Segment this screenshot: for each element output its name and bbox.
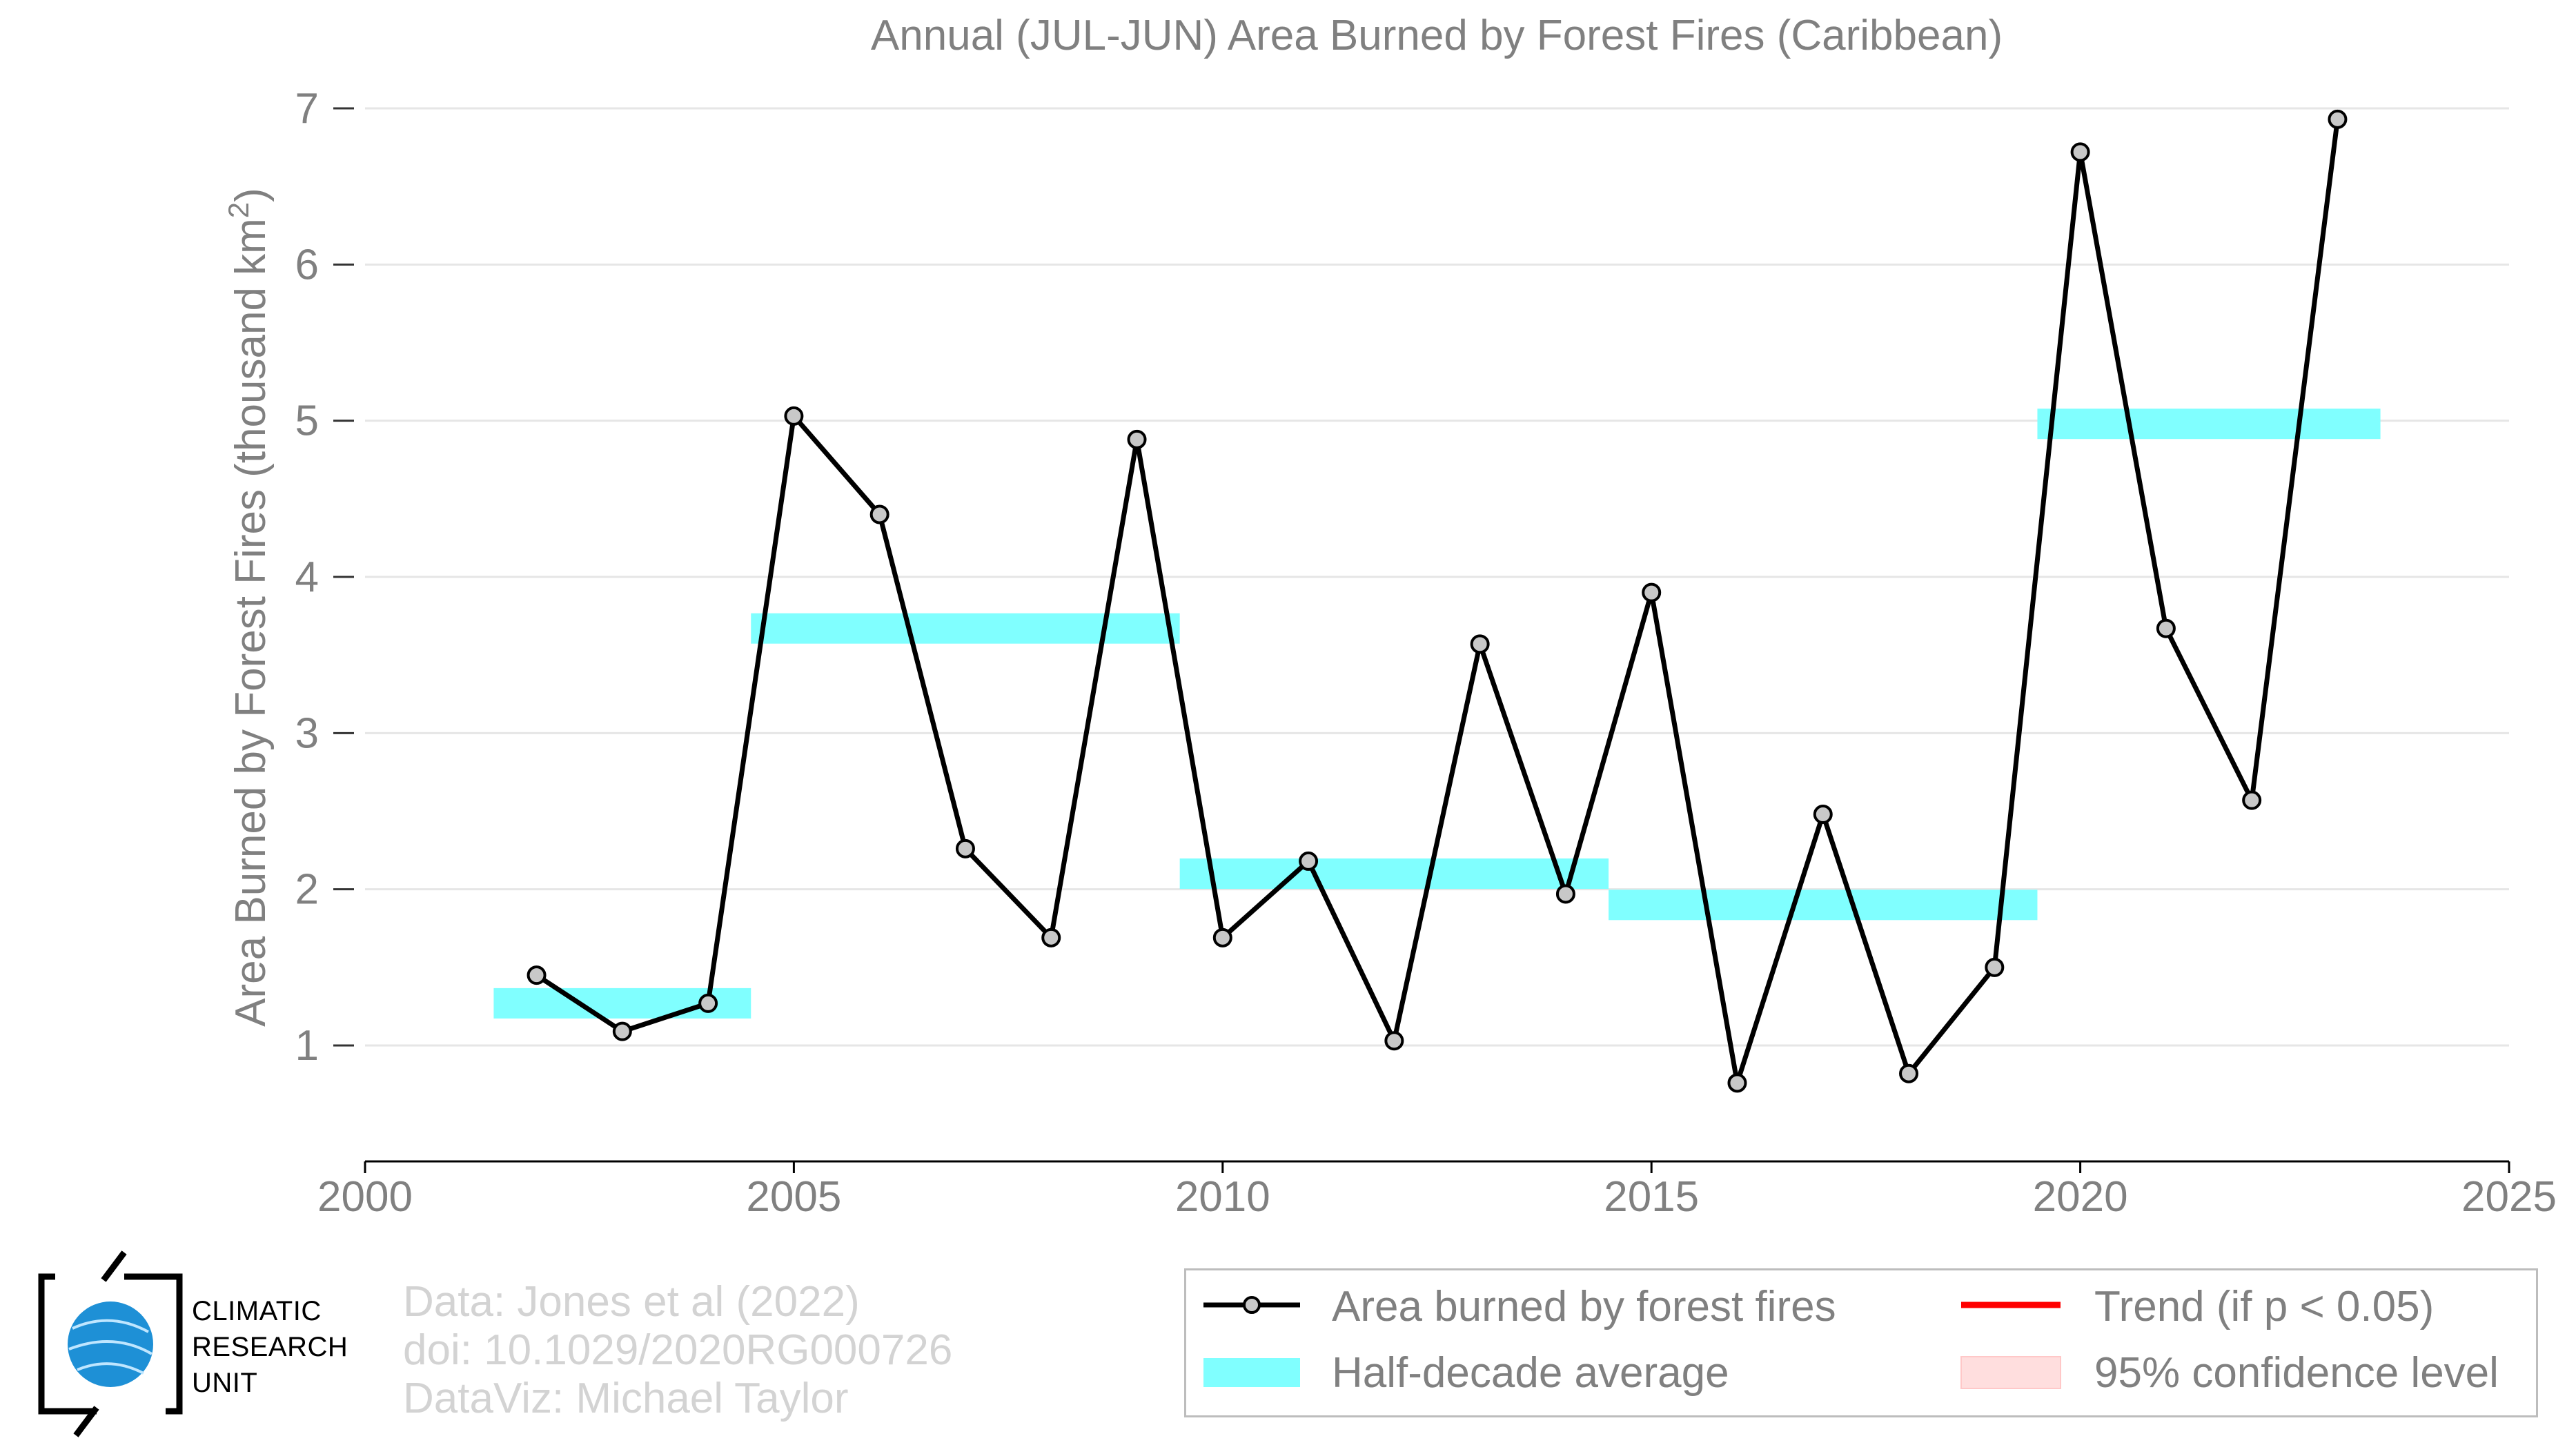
x-tick-label: 2010 xyxy=(1175,1173,1270,1221)
x-tick-label: 2015 xyxy=(1604,1173,1699,1221)
x-tick-label: 2005 xyxy=(746,1173,841,1221)
data-point-2021 xyxy=(2156,618,2176,638)
data-point-2011 xyxy=(1299,851,1319,871)
y-tick-label: 2 xyxy=(295,866,319,914)
data-point-2006 xyxy=(869,504,889,524)
credit-dataviz: DataViz: Michael Taylor xyxy=(403,1375,849,1422)
chart-title: Annual (JUL-JUN) Area Burned by Forest F… xyxy=(871,12,2003,59)
legend-swatches xyxy=(1203,1296,2061,1389)
data-point-2013 xyxy=(1470,634,1490,654)
data-point-2022 xyxy=(2242,790,2262,810)
data-point-2015 xyxy=(1642,582,1662,602)
data-point-2019 xyxy=(1985,957,2005,977)
logo-slash-top xyxy=(101,1250,127,1282)
x-tick-label: 2020 xyxy=(2033,1173,2128,1221)
y-axis-label-close: ) xyxy=(227,188,275,202)
y-tick-label: 6 xyxy=(295,241,319,288)
data-point-2017 xyxy=(1813,805,1833,825)
y-tick-label: 1 xyxy=(295,1022,319,1070)
legend-label-confidence: 95% confidence level xyxy=(2094,1349,2499,1397)
half-decade-bar-5 xyxy=(2037,409,2381,440)
data-point-2016 xyxy=(1727,1073,1747,1093)
grid-lines xyxy=(365,107,2509,1047)
legend-label-trend: Trend (if p < 0.05) xyxy=(2094,1283,2435,1330)
series-area-burned xyxy=(527,109,2348,1093)
credit-doi: doi: 10.1029/2020RG000726 xyxy=(403,1326,953,1374)
y-axis-label-sup: 2 xyxy=(222,202,255,218)
data-point-2002 xyxy=(527,965,547,985)
data-point-2014 xyxy=(1555,884,1575,904)
x-axis-ticks: 2000 2005 2010 2015 2020 2025 xyxy=(317,1161,2557,1221)
legend-swatch-marker xyxy=(1243,1296,1261,1314)
logo-text-unit: UNIT xyxy=(192,1368,258,1398)
half-decade-bar-4 xyxy=(1609,890,2038,921)
series-line xyxy=(535,119,2340,1085)
cru-logo xyxy=(38,1250,183,1437)
y-axis-label-main: Area Burned by Forest Fires (thousand km xyxy=(227,218,275,1027)
logo-slash-bottom xyxy=(73,1406,99,1437)
y-axis-ticks: 1 2 3 4 5 6 7 xyxy=(295,85,354,1070)
legend-label-series: Area burned by forest fires xyxy=(1332,1283,1836,1330)
data-point-2004 xyxy=(698,993,718,1013)
globe-icon-swirls xyxy=(68,1319,153,1375)
half-decade-bars xyxy=(493,409,2381,1019)
y-tick-label: 5 xyxy=(295,397,319,445)
y-tick-label: 4 xyxy=(295,553,319,601)
data-point-2012 xyxy=(1384,1031,1404,1051)
y-axis-label: Area Burned by Forest Fires (thousand km… xyxy=(222,188,275,1027)
logo-text-climatic: CLIMATIC xyxy=(192,1296,322,1326)
data-point-2008 xyxy=(1041,927,1061,947)
data-point-2020 xyxy=(2070,142,2090,162)
half-decade-bar-2 xyxy=(751,613,1180,644)
data-point-2018 xyxy=(1899,1063,1919,1083)
data-point-2023 xyxy=(2328,109,2348,129)
data-point-2005 xyxy=(784,406,804,426)
logo-bracket-right xyxy=(124,1273,183,1415)
data-point-2007 xyxy=(955,838,975,858)
x-tick-label: 2025 xyxy=(2461,1173,2557,1221)
data-point-2009 xyxy=(1127,429,1147,449)
half-decade-bar-3 xyxy=(1179,858,1609,890)
y-tick-label: 3 xyxy=(295,709,319,757)
logo-text-research: RESEARCH xyxy=(192,1332,348,1362)
legend-swatch-average xyxy=(1203,1358,1300,1387)
legend-swatch-confidence xyxy=(1960,1356,2061,1389)
logo-bracket-left xyxy=(38,1273,97,1415)
data-point-2003 xyxy=(612,1021,632,1041)
legend-label-average: Half-decade average xyxy=(1332,1349,1729,1397)
data-point-2010 xyxy=(1212,927,1232,947)
x-tick-label: 2000 xyxy=(317,1173,413,1221)
y-tick-label: 7 xyxy=(295,85,319,132)
credit-data: Data: Jones et al (2022) xyxy=(403,1278,860,1326)
globe-icon xyxy=(68,1301,153,1387)
legend: Area burned by forest fires Half-decade … xyxy=(1184,1268,2538,1417)
